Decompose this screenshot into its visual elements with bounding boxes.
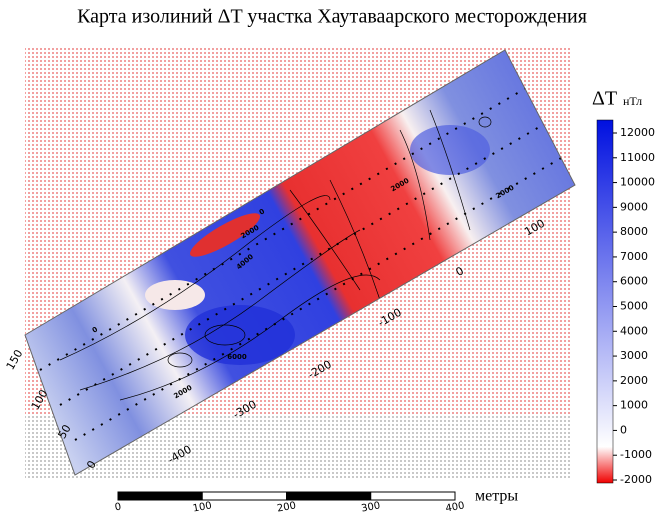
colorbar-tick-label: 5000 <box>620 300 648 313</box>
scale-tick-label: 0 <box>114 502 122 514</box>
colorbar-tick-label: 3000 <box>620 349 648 362</box>
colorbar-tick-label: 2000 <box>620 374 648 387</box>
grid-label: 150 <box>4 347 26 372</box>
scale-segment <box>117 491 203 501</box>
contour-label: 0 <box>258 207 266 216</box>
colorbar-tick-label: 4000 <box>620 324 648 337</box>
grid-label: 50 <box>55 422 73 441</box>
scale-tick-label: 400 <box>445 500 466 514</box>
scale-tick-label: 200 <box>276 500 297 514</box>
anomaly-strip <box>25 50 575 475</box>
title: Карта изолиний ΔT участка Хаутаваарского… <box>77 6 587 28</box>
colorbar-tick-label: 12000 <box>620 126 655 139</box>
scale-tick-label: 100 <box>192 500 213 514</box>
colorbar-tick-label: 1000 <box>620 399 648 412</box>
colorbar-symbol: ΔT <box>592 88 617 110</box>
colorbar-tick-label: 10000 <box>620 176 655 189</box>
scale-unit: метры <box>475 488 518 505</box>
contour-label: 6000 <box>227 353 247 361</box>
colorbar-tick-label: 11000 <box>620 151 655 164</box>
contour-label: 0 <box>91 325 99 334</box>
colorbar-tick-label: 0 <box>620 423 627 436</box>
scale-segment <box>370 491 456 501</box>
scale-segment <box>201 491 287 501</box>
scale-segment <box>286 491 372 501</box>
strip-outline <box>24 49 576 476</box>
scale-tick-label: 300 <box>360 500 381 514</box>
colorbar <box>596 119 614 484</box>
colorbar-tick-label: 6000 <box>620 275 648 288</box>
colorbar-unit: нТл <box>623 94 642 108</box>
colorbar-tick-label: 7000 <box>620 250 648 263</box>
colorbar-tick-label: 8000 <box>620 225 648 238</box>
colorbar-tick-label: -2000 <box>620 473 652 486</box>
colorbar-tick-label: 9000 <box>620 200 648 213</box>
colorbar-tick-label: -1000 <box>620 448 652 461</box>
